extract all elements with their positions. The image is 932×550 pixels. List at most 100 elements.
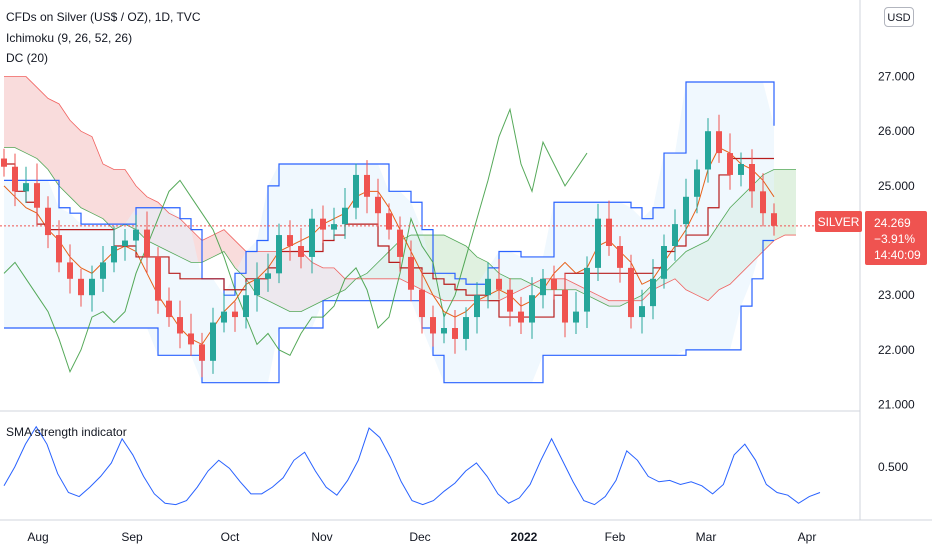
candle-body <box>540 278 546 296</box>
x-tick-label: Feb <box>605 530 626 544</box>
grid <box>0 0 932 521</box>
candle-body <box>100 262 106 279</box>
y-tick-label: 24.000 <box>878 234 915 248</box>
candles <box>1 114 777 378</box>
candle-body <box>617 246 623 268</box>
candle-body <box>716 131 722 154</box>
candle-body <box>199 344 205 361</box>
candle-body <box>507 289 513 312</box>
ichimoku-cloud-segment <box>92 136 103 219</box>
candle-body <box>694 169 700 197</box>
y-tick-label: 21.000 <box>878 398 915 412</box>
candle-body <box>683 196 689 225</box>
x-tick-label: Mar <box>696 530 717 544</box>
candle-body <box>584 267 590 312</box>
candle-body <box>122 240 128 246</box>
sma-strength-line <box>3 425 821 506</box>
x-tick-label: Dec <box>409 530 430 544</box>
y-tick-label: 26.000 <box>878 124 915 138</box>
candle-body <box>364 174 370 197</box>
candle-body <box>144 229 150 257</box>
candle-body <box>419 289 425 318</box>
ichimoku-cloud-segment <box>59 103 70 197</box>
candle-body <box>254 278 260 296</box>
candle-body <box>551 278 557 290</box>
candle-body <box>166 300 172 318</box>
x-tick-label: 2022 <box>511 530 538 544</box>
candle-body <box>12 166 18 192</box>
y-tick-label: 22.000 <box>878 343 915 357</box>
candle-body <box>661 246 667 279</box>
ichimoku-cloud-segment <box>70 120 81 208</box>
candle-body <box>320 218 326 230</box>
candle-body <box>298 246 304 257</box>
x-tick-label: Aug <box>27 530 48 544</box>
ichimoku-cloud-segment <box>26 76 37 159</box>
chikou-line <box>3 107 588 374</box>
candle-body <box>749 164 755 192</box>
candle-body <box>232 311 238 318</box>
candle-body <box>573 311 579 323</box>
ichimoku-cloud-segment <box>4 76 15 148</box>
y-tick-label: 23.000 <box>878 288 915 302</box>
candle-body <box>606 218 612 246</box>
candle-body <box>221 311 227 323</box>
candle-body <box>1 158 7 167</box>
candle-body <box>496 278 502 290</box>
candle-body <box>89 278 95 296</box>
candle-body <box>67 262 73 279</box>
candle-body <box>562 289 568 323</box>
candle-body <box>650 278 656 307</box>
candle-body <box>760 191 766 214</box>
candle-body <box>628 267 634 318</box>
candle-body <box>133 229 139 241</box>
donchian-upper-line <box>4 81 775 296</box>
candle-body <box>672 224 678 246</box>
x-tick-label: Oct <box>221 530 240 544</box>
candle-body <box>485 278 491 296</box>
y-tick-label: 27.000 <box>878 70 915 84</box>
ichimoku-cloud-segment <box>774 169 785 241</box>
candle-body <box>45 207 51 236</box>
candle-body <box>452 328 458 339</box>
x-tick-label: Sep <box>121 530 143 544</box>
candle-body <box>397 229 403 257</box>
candle-body <box>595 218 601 268</box>
ichimoku-cloud-segment <box>15 76 26 154</box>
candle-body <box>386 213 392 230</box>
candle-body <box>408 256 414 290</box>
ichimoku-cloud-segment <box>114 169 125 230</box>
candle-body <box>34 183 40 208</box>
candle-body <box>463 317 469 339</box>
candle-body <box>309 218 315 257</box>
ichimoku-cloud-segment <box>103 164 114 230</box>
candle-body <box>276 235 282 274</box>
candle-body <box>353 174 359 208</box>
candle-body <box>639 306 645 318</box>
candle-body <box>518 311 524 323</box>
candle-body <box>771 213 777 226</box>
candle-body <box>23 183 29 192</box>
ichimoku-cloud-segment <box>81 131 92 214</box>
candle-body <box>188 333 194 345</box>
y-tick-label: 25.000 <box>878 179 915 193</box>
candle-body <box>331 224 337 230</box>
candle-body <box>265 273 271 279</box>
x-tick-label: Apr <box>798 530 817 544</box>
candle-body <box>56 235 62 263</box>
currency-button[interactable]: USD <box>884 7 914 27</box>
candle-body <box>111 246 117 263</box>
candle-body <box>177 317 183 334</box>
candle-body <box>430 317 436 334</box>
candle-body <box>727 153 733 175</box>
candle-body <box>155 256 161 301</box>
ichimoku-cloud-segment <box>37 87 48 170</box>
candle-body <box>474 295 480 318</box>
ichimoku-cloud-segment <box>224 229 235 268</box>
candle-body <box>243 295 249 318</box>
ichimoku-cloud-segment <box>785 169 796 236</box>
candle-body <box>375 196 381 214</box>
candle-body <box>441 328 447 334</box>
